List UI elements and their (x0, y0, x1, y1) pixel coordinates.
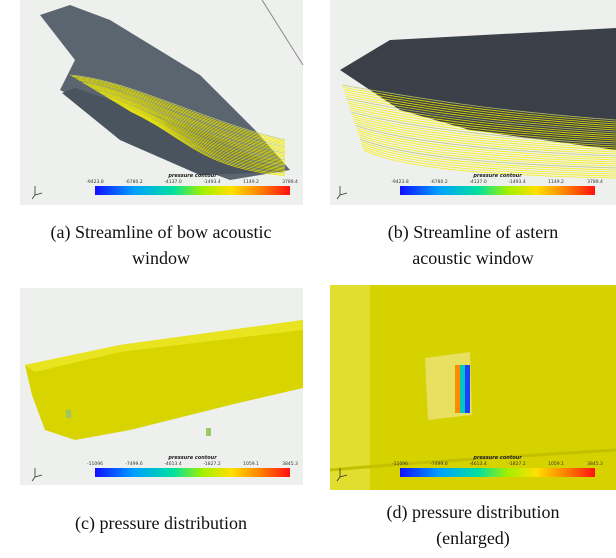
caption: (d) pressure distribution (387, 502, 560, 523)
legend-tick: -6780.2 (430, 179, 448, 185)
legend-title: pressure contour (167, 455, 217, 461)
caption: (c) pressure distribution (75, 513, 247, 534)
legend-tick: 1149.2 (243, 179, 259, 185)
legend-tick: -9423.8 (86, 179, 104, 185)
legend-tick: 1059.1 (548, 461, 564, 467)
caption: (a) Streamline of bow acoustic (51, 222, 272, 243)
legend-title: pressure contour (167, 173, 217, 179)
legend-tick: -11096 (392, 461, 408, 467)
legend-tick: 3845.3 (282, 461, 298, 467)
legend-tick: 3789.4 (282, 179, 298, 185)
caption: (b) Streamline of astern (388, 222, 558, 243)
colorbar (400, 186, 595, 195)
colorbar (95, 468, 290, 477)
legend-tick: 1149.2 (548, 179, 564, 185)
legend-title: pressure contour (472, 455, 522, 461)
legend-title: pressure contour (472, 173, 522, 179)
legend-tick: 3789.4 (587, 179, 603, 185)
legend-tick: 1059.1 (243, 461, 259, 467)
colorbar (95, 186, 290, 195)
figure: pressure contour -9423.8 -6780.2 -4137.0 -14… (0, 0, 616, 558)
legend-tick: 3845.3 (587, 461, 603, 467)
legend-tick: -9423.8 (391, 179, 409, 185)
caption: (enlarged) (436, 528, 510, 549)
legend-tick: -4613.4 (164, 461, 182, 467)
colorbar (400, 468, 595, 477)
panel-a (20, 0, 303, 205)
legend-tick: -7499.6 (125, 461, 143, 467)
legend-tick: -7499.6 (430, 461, 448, 467)
legend-tick: -11096 (87, 461, 103, 467)
legend-tick: -6780.2 (125, 179, 143, 185)
legend-tick: -1493.4 (203, 179, 221, 185)
caption: window (132, 248, 190, 268)
legend-tick: -4137.0 (164, 179, 182, 185)
legend-tick: -1493.4 (508, 179, 526, 185)
legend-tick: -1827.2 (203, 461, 221, 467)
legend-tick: -1827.2 (508, 461, 526, 467)
legend-tick: -4613.4 (469, 461, 487, 467)
panel-c (20, 288, 303, 485)
caption: acoustic window (412, 248, 533, 268)
legend-tick: -4137.0 (469, 179, 487, 185)
